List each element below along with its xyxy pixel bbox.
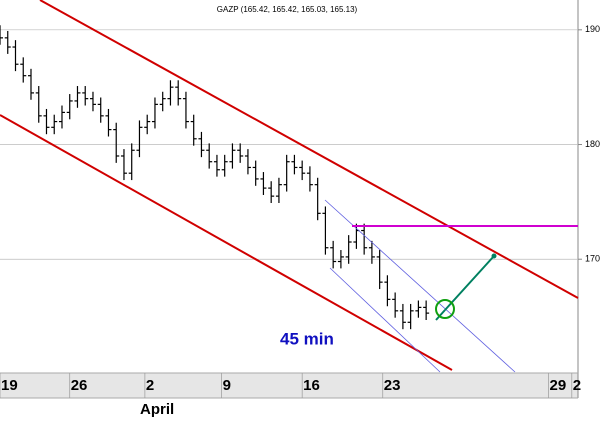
x-tick-label: 9 (223, 377, 231, 394)
ohlc-bar (306, 166, 313, 192)
ohlc-bar (190, 114, 197, 146)
ohlc-bar (260, 172, 267, 195)
ohlc-bar (113, 122, 120, 163)
ohlc-bar (330, 240, 337, 269)
ohlc-bar (322, 206, 329, 255)
annotation: 45 min (280, 329, 334, 348)
ohlc-bar (82, 86, 89, 106)
ohlc-bar (58, 105, 65, 129)
ohlc-bar (66, 94, 73, 120)
ohlc-bar (120, 149, 127, 181)
ohlc-bar (244, 149, 251, 175)
x-tick-label: 16 (303, 377, 320, 394)
ohlc-bar (399, 303, 406, 330)
ohlc-bar (151, 97, 158, 129)
x-tick-label: 19 (1, 377, 18, 394)
ohlc-bar (105, 108, 112, 137)
ohlc-bar (361, 223, 368, 255)
x-tick-label: 2 (146, 377, 154, 394)
ohlc-bar (407, 303, 414, 330)
ohlc-bar (175, 80, 182, 106)
x-tick-label: 26 (71, 377, 88, 394)
ohlc-bar (43, 108, 50, 135)
channel-line (39, 0, 579, 299)
projection-line (444, 255, 495, 311)
y-tick-label: 180 (585, 139, 600, 149)
x-axis-band (0, 373, 578, 398)
chart-title: GAZP (165.42, 165.42, 165.03, 165.13) (217, 5, 358, 14)
ohlc-bar (376, 250, 383, 290)
ohlc-bar (74, 86, 81, 108)
trend-line (329, 267, 441, 373)
ohlc-bar (167, 80, 174, 106)
ohlc-bar (384, 275, 391, 307)
ohlc-bar (337, 250, 344, 269)
ohlc-bar (182, 91, 189, 129)
ohlc-bar (51, 114, 58, 135)
trend-line (324, 199, 516, 373)
highlight-circle (435, 299, 455, 319)
ohlc-bar (144, 114, 151, 135)
ohlc-bar (20, 57, 27, 83)
ohlc-bar (0, 25, 3, 45)
ohlc-bar (128, 143, 135, 181)
ohlc-bar (299, 160, 306, 181)
x-tick-label: 23 (384, 377, 401, 394)
y-tick-label: 190 (585, 24, 600, 34)
ohlc-bar (368, 240, 375, 264)
ohlc-bar (27, 68, 34, 100)
ohlc-bar (221, 154, 228, 177)
ohlc-bar (136, 120, 143, 158)
y-tick-label: 170 (585, 254, 600, 264)
ohlc-bar (252, 160, 259, 186)
ohlc-bar (12, 40, 19, 72)
ohlc-bar (291, 154, 298, 175)
ohlc-bar (4, 30, 11, 54)
projection-line (435, 309, 446, 321)
ohlc-bar (198, 131, 205, 158)
ohlc-bar (97, 97, 104, 123)
x-tick-label: 2 (573, 377, 581, 394)
x-tick-label: 29 (550, 377, 567, 394)
channel-line (0, 114, 453, 371)
ohlc-bar (206, 143, 213, 169)
ohlc-bar (392, 292, 399, 318)
ohlc-bar (159, 91, 166, 112)
ohlc-bar (283, 154, 290, 192)
ohlc-bar (353, 223, 360, 249)
ohlc-bar (268, 181, 275, 204)
ohlc-bar (35, 86, 42, 123)
ohlc-bar (275, 177, 282, 204)
x-sublabel: April (140, 401, 174, 418)
ohlc-bar (213, 154, 220, 177)
projection-point (491, 253, 497, 259)
ohlc-bar (345, 235, 352, 264)
ohlc-bar (314, 177, 321, 221)
ohlc-bar (89, 91, 96, 112)
drawn-lines (0, 0, 579, 373)
ohlc-bar (423, 300, 430, 321)
ohlc-bar (229, 143, 236, 169)
ohlc-bar (237, 143, 244, 163)
ohlc-bar (415, 300, 422, 318)
